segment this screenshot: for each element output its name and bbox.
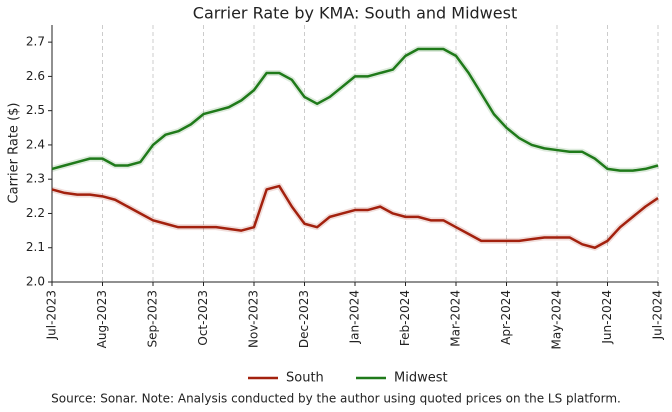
x-tick-label: Jul-2024 [651,290,665,340]
y-tick-label: 2.4 [26,137,45,151]
y-tick-label: 2.7 [26,35,45,49]
series-line [51,184,659,249]
y-tick-label: 2.5 [26,103,45,117]
y-tick-label: 2.6 [26,69,45,83]
x-tick-label: May-2024 [550,290,564,349]
y-tick-label: 2.2 [26,206,45,220]
x-tick-label: Sep-2023 [146,290,160,348]
x-tick-label: Dec-2023 [297,290,311,348]
x-tick-label: Apr-2024 [499,290,513,345]
x-tick-label: Nov-2023 [247,290,261,348]
chart-title: Carrier Rate by KMA: South and Midwest [193,4,517,23]
y-tick-label: 2.3 [26,172,45,186]
y-tick-label: 2.1 [26,240,45,254]
x-tick-label: Jan-2024 [348,290,362,344]
series-line [51,47,659,172]
source-note: Source: Sonar. Note: Analysis conducted … [51,392,621,406]
legend-label: Midwest [394,371,448,386]
x-tick-label: Aug-2023 [95,290,109,348]
x-tick-label: Mar-2024 [449,290,463,347]
x-tick-label: Jun-2024 [600,290,614,345]
y-axis-label: Carrier Rate ($) [7,103,22,204]
legend-label: South [286,371,324,386]
x-tick-label: Oct-2023 [196,290,210,346]
x-tick-label: Jul-2023 [45,290,59,340]
y-tick-label: 2.0 [26,275,45,289]
x-tick-label: Feb-2024 [398,290,412,346]
